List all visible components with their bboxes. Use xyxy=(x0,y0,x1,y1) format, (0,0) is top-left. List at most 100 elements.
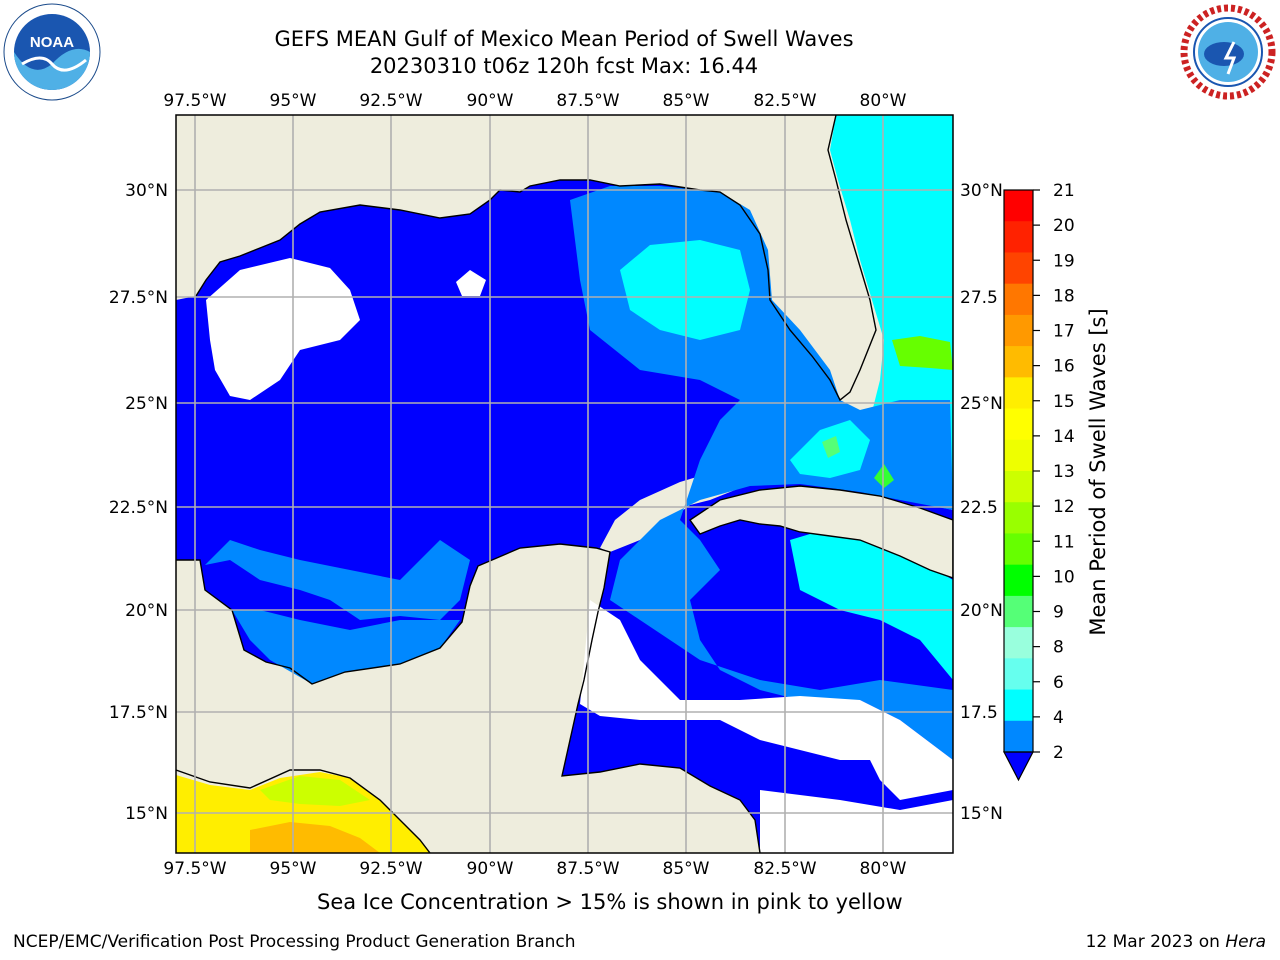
lon-label: 85°W xyxy=(663,91,710,111)
colorbar-tick-label: 11 xyxy=(1053,532,1075,552)
lon-label: 90°W xyxy=(467,91,514,111)
colorbar-tick-label: 13 xyxy=(1053,462,1075,482)
swell-patch-green-cuba xyxy=(874,464,894,488)
no-data-area-se xyxy=(760,790,953,853)
colorbar-segment xyxy=(1004,658,1033,691)
colorbar-segment xyxy=(1004,471,1033,503)
colorbar-label: Mean Period of Swell Waves [s] xyxy=(1086,308,1110,635)
lon-label: 87.5°W xyxy=(556,91,619,111)
colorbar-tick-label: 14 xyxy=(1053,427,1075,447)
colorbar xyxy=(1003,189,1034,782)
credit-host: Hera xyxy=(1225,932,1266,952)
lon-label: 95°W xyxy=(270,859,317,879)
lat-label: 25°N xyxy=(960,394,1003,414)
colorbar-tick-label: 10 xyxy=(1053,567,1075,587)
colorbar-segment xyxy=(1004,346,1033,378)
lat-label: 20°N xyxy=(125,601,168,621)
colorbar-segment xyxy=(1004,564,1033,597)
coastline xyxy=(176,543,761,853)
swell-band-west-south xyxy=(232,610,460,684)
lat-label: 30°N xyxy=(960,181,1003,201)
swell-band-cyan-east xyxy=(790,528,953,680)
swell-patch-green-small xyxy=(822,436,840,458)
colorbar-tick-label: 17 xyxy=(1053,322,1075,342)
no-data-area-sw xyxy=(580,600,953,800)
credit-right: 12 Mar 2023 on Hera xyxy=(1086,932,1266,952)
colorbar-tick-label: 12 xyxy=(1053,497,1075,517)
map-panel xyxy=(176,115,953,853)
lat-label: 15°N xyxy=(960,804,1003,824)
swell-patch-green xyxy=(892,336,953,370)
credit-date: 12 Mar 2023 on xyxy=(1085,932,1226,952)
lon-label: 82.5°W xyxy=(753,91,816,111)
colorbar-segment xyxy=(1004,377,1033,410)
colorbar-segment xyxy=(1004,221,1033,253)
map-frame xyxy=(175,114,954,854)
lon-label: 92.5°W xyxy=(359,859,422,879)
colorbar-tick-label: 21 xyxy=(1053,181,1075,201)
lat-label: 20°N xyxy=(960,601,1003,621)
cuba-land xyxy=(689,485,953,579)
noaa-wordmark: NOAA xyxy=(30,34,74,51)
colorbar-tick-label: 16 xyxy=(1053,357,1075,377)
lon-label: 90°W xyxy=(467,859,514,879)
colorbar-segment xyxy=(1004,439,1033,472)
coastline-pacific xyxy=(176,769,431,853)
colorbar-tick-label: 18 xyxy=(1053,286,1075,306)
swell-band-cyan xyxy=(620,240,750,340)
colorbar-segment xyxy=(1004,720,1033,753)
colorbar-extend-arrow xyxy=(1003,751,1034,782)
chart-subtitle: 20230310 t06z 120h fcst Max: 16.44 xyxy=(369,54,759,78)
swell-band-west xyxy=(205,540,470,620)
colorbar-tick-label: 2 xyxy=(1053,743,1064,763)
colorbar-segment xyxy=(1004,314,1033,347)
colorbar-tick-label: 19 xyxy=(1053,251,1075,271)
colorbar-tick-label: 8 xyxy=(1053,638,1064,658)
lat-labels-left: 30°N 27.5°N 25°N 22.5°N 20°N 17.5°N 15°N xyxy=(109,181,168,824)
lon-label: 80°W xyxy=(860,91,907,111)
colorbar-segment xyxy=(1004,502,1033,534)
colorbar-tick-label: 9 xyxy=(1053,603,1064,623)
lat-label: 15°N xyxy=(125,804,168,824)
lat-labels-right: 30°N 27.5 25°N 22.5 20°N 17.5 15°N xyxy=(960,181,1003,824)
credit-left: NCEP/EMC/Verification Post Processing Pr… xyxy=(13,932,576,952)
lon-label: 85°W xyxy=(663,859,710,879)
lat-label: 25°N xyxy=(125,394,168,414)
lon-label: 97.5°W xyxy=(163,91,226,111)
sea-ice-note: Sea Ice Concentration > 15% is shown in … xyxy=(317,890,903,914)
lon-label: 82.5°W xyxy=(753,859,816,879)
lat-label: 22.5 xyxy=(960,498,998,518)
lon-labels-top: 97.5°W 95°W 92.5°W 90°W 87.5°W 85°W 82.5… xyxy=(163,91,906,111)
pacific-orange xyxy=(250,822,380,853)
colorbar-tick-label: 20 xyxy=(1053,216,1075,236)
lat-label: 27.5°N xyxy=(109,288,168,308)
colorbar-segment xyxy=(1004,627,1033,659)
colorbar-segment xyxy=(1004,283,1033,316)
lat-label: 17.5 xyxy=(960,703,998,723)
colorbar-segment xyxy=(1004,408,1033,441)
colorbar-tick-label: 4 xyxy=(1053,708,1064,728)
lat-label: 30°N xyxy=(125,181,168,201)
lat-label: 17.5°N xyxy=(109,703,168,723)
lon-label: 87.5°W xyxy=(556,859,619,879)
chart-title: GEFS MEAN Gulf of Mexico Mean Period of … xyxy=(274,27,854,51)
colorbar-segment xyxy=(1004,533,1033,566)
colorbar-segment xyxy=(1004,190,1033,222)
no-data-area-nw xyxy=(206,258,360,400)
colorbar-segment xyxy=(1004,252,1033,285)
lon-label: 97.5°W xyxy=(163,859,226,879)
colorbar-segment xyxy=(1004,595,1033,628)
lon-label: 95°W xyxy=(270,91,317,111)
colorbar-tick-label: 6 xyxy=(1053,673,1064,693)
lon-label: 92.5°W xyxy=(359,91,422,111)
lat-label: 22.5°N xyxy=(109,498,168,518)
coastline-north xyxy=(195,115,877,402)
lon-labels-bottom: 97.5°W 95°W 92.5°W 90°W 87.5°W 85°W 82.5… xyxy=(163,859,906,879)
colorbar-segment xyxy=(1004,689,1033,722)
pacific-green xyxy=(260,776,370,806)
lon-label: 80°W xyxy=(860,859,907,879)
lat-label: 27.5 xyxy=(960,288,998,308)
no-data-area-small xyxy=(456,270,486,296)
noaa-logo: NOAA xyxy=(3,3,101,101)
